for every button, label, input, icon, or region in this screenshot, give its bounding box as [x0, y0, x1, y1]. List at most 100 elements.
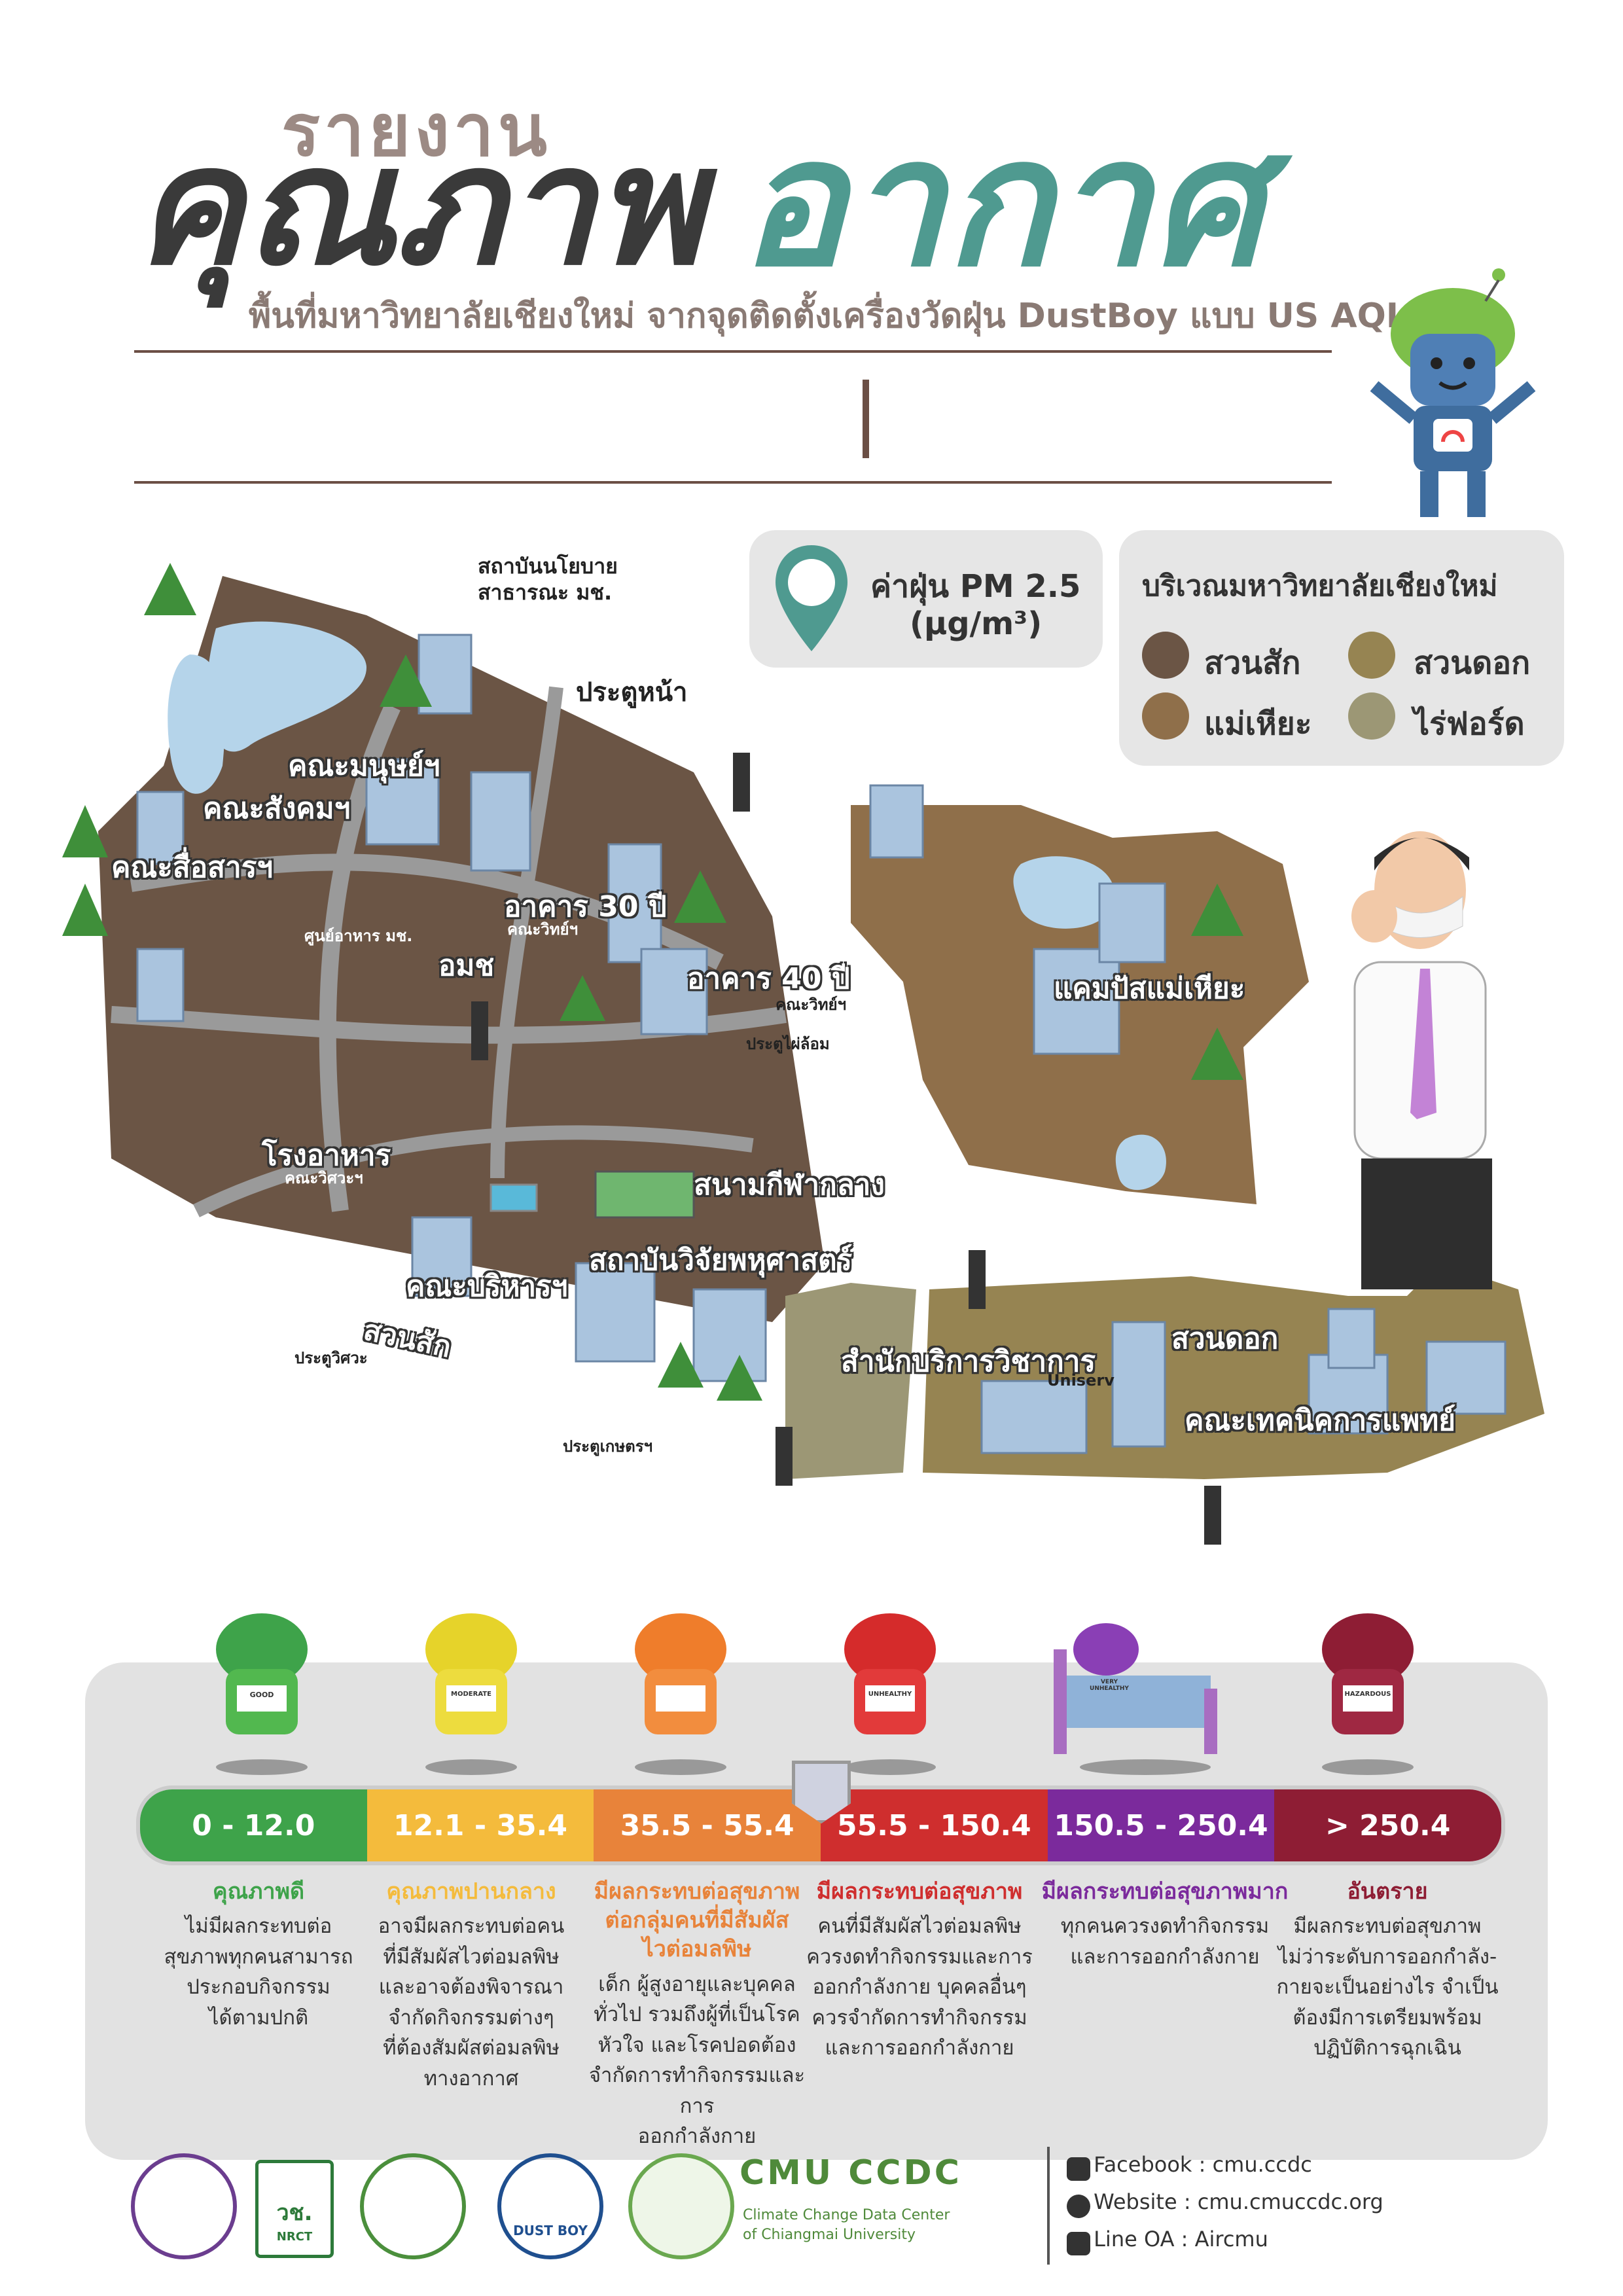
- globe-icon: [1067, 2194, 1090, 2218]
- label-humanities: คณะมนุษย์ฯ: [288, 749, 440, 783]
- dustboy-mascot: [1370, 268, 1536, 517]
- website-link[interactable]: Website : cmu.cmuccdc.org: [1067, 2189, 1383, 2218]
- aqi-category-good: คุณภาพดี ไม่มีผลกระทบต่อ สุขภาพทุกคนสามา…: [147, 1877, 370, 2033]
- aqi-category-very-unhealthy: มีผลกระทบต่อสุขภาพมาก ทุกคนควรงดทำกิจกรร…: [1041, 1877, 1289, 1972]
- ccdc-subtitle-2: of Chiangmai University: [743, 2227, 916, 2243]
- mascot-very-unhealthy: [1054, 1623, 1217, 1775]
- label-policy-institute: สถาบันนโยบาย: [478, 554, 618, 579]
- legend-swatch-suan-dok: [1348, 632, 1395, 679]
- label-front-gate: ประตูหน้า: [576, 677, 688, 708]
- faculty-logo: [360, 2153, 466, 2259]
- aqi-category-sensitive: มีผลกระทบต่อสุขภาพ ต่อกลุ่มคนที่มีสัมผัส…: [576, 1877, 818, 2152]
- page-subtitle: พื้นที่มหาวิทยาลัยเชียงใหม่ จากจุดติดตั้…: [249, 296, 1399, 336]
- line-icon: [1067, 2231, 1090, 2255]
- aqi-category-title: อันตราย: [1347, 1878, 1428, 1905]
- dustboy-logo-text: DUST BOY: [513, 2223, 588, 2238]
- label-gate-engineering: ประตูวิศวะ: [294, 1349, 368, 1367]
- ccdc-subtitle-1: Climate Change Data Center: [743, 2207, 950, 2223]
- aqi-category-title: มีผลกระทบต่อสุขภาพมาก: [1041, 1878, 1289, 1905]
- aqi-category-title: มีผลกระทบต่อสุขภาพ ต่อกลุ่มคนที่มีสัมผัส…: [594, 1878, 800, 1963]
- badge-good: GOOD: [249, 1691, 274, 1699]
- label-bldg-40: อาคาร 40 ปี: [687, 962, 850, 996]
- facebook-link[interactable]: Facebook : cmu.ccdc: [1067, 2152, 1312, 2181]
- label-gate-agriculture: ประตูเกษตรฯ: [563, 1437, 653, 1456]
- label-canteen: โรงอาหาร: [262, 1139, 391, 1172]
- label-uniserv-sub: Uniserv: [1047, 1371, 1115, 1390]
- ccdc-tree-logo: [628, 2153, 734, 2259]
- aqi-range-very-unhealthy: 150.5 - 250.4: [1047, 1789, 1275, 1861]
- aqi-category-desc: มีผลกระทบต่อสุขภาพ ไม่ว่าระดับการออกกำลั…: [1276, 1914, 1499, 2060]
- aqi-category-desc: เด็ก ผู้สูงอายุและบุคคล ทั่วไป รวมถึงผู้…: [588, 1972, 806, 2149]
- nrct-logo-text: วช.: [276, 2200, 313, 2226]
- aqi-category-desc: อาจมีผลกระทบต่อคน ที่มีสัมผัสไวต่อมลพิษ …: [378, 1914, 565, 2090]
- aqi-category-moderate: คุณภาพปานกลาง อาจมีผลกระทบต่อคน ที่มีสัม…: [360, 1877, 582, 2094]
- page-title: คุณภาพ: [134, 111, 704, 301]
- ccdc-name: CMU CCDC: [740, 2153, 962, 2193]
- area-legend-box: [1119, 530, 1564, 766]
- label-omch: อมช: [438, 949, 495, 982]
- aqi-category-desc: ทุกคนควรงดทำกิจกรรม และการออกกำลังกาย: [1060, 1914, 1270, 1969]
- mascot-moderate: [425, 1613, 517, 1775]
- nrct-logo: วช. NRCT: [255, 2160, 334, 2258]
- legend-label-suan-sak: สวนสัก: [1204, 645, 1301, 681]
- legend-swatch-mae-hia: [1142, 692, 1189, 740]
- aqi-range-good: 0 - 12.0: [140, 1789, 367, 1861]
- badge-moderate: MODERATE: [451, 1691, 491, 1698]
- aqi-category-desc: ไม่มีผลกระทบต่อ สุขภาพทุกคนสามารถ ประกอบ…: [164, 1914, 353, 2030]
- mascot-hazardous: [1322, 1613, 1414, 1775]
- label-policy-institute-2: สาธารณะ มช.: [478, 580, 613, 605]
- legend-swatch-suan-sak: [1142, 632, 1189, 679]
- pre-title: รายงาน: [281, 88, 551, 172]
- label-social-sciences: คณะสังคมฯ: [203, 792, 351, 825]
- man-with-mask-illustration: [1351, 831, 1492, 1289]
- website-text: Website : cmu.cmuccdc.org: [1094, 2189, 1383, 2214]
- aqi-scale-panel: [85, 1662, 1548, 2160]
- dustboy-logo: DUST BOY: [497, 2153, 603, 2259]
- legend-label-rai-ford: ไร่ฟอร์ด: [1414, 706, 1525, 742]
- aqi-range-sensitive: 35.5 - 55.4: [594, 1789, 821, 1861]
- label-uniserv: สำนักบริการวิชาการ: [841, 1345, 1096, 1378]
- aqi-category-hazardous: อันตราย มีผลกระทบต่อสุขภาพ ไม่ว่าระดับกา…: [1263, 1877, 1512, 2064]
- legend-label-mae-hia: แม่เหียะ: [1204, 706, 1312, 742]
- rai-ford-area: [785, 1283, 916, 1479]
- divider-top: [134, 350, 1332, 353]
- label-canteen-sub: คณะวิศวะฯ: [285, 1169, 363, 1187]
- badge-very-unhealthy: VERY UNHEALTHY: [1090, 1679, 1129, 1692]
- page-title-accent: อากาศ: [740, 99, 1264, 306]
- pm-legend-unit: (µg/m³): [910, 605, 1043, 642]
- label-bldg-30: อาคาร 30 ปี: [504, 890, 667, 924]
- badge-hazardous: HAZARDOUS: [1344, 1691, 1391, 1698]
- aqi-mascots: [216, 1613, 1414, 1775]
- aqi-range-hazardous: > 250.4: [1274, 1789, 1501, 1861]
- badge-unhealthy: UNHEALTHY: [868, 1691, 912, 1698]
- mascot-good: [216, 1613, 308, 1775]
- facebook-text: Facebook : cmu.ccdc: [1094, 2152, 1312, 2177]
- label-mass-comm: คณะสื่อสารฯ: [111, 851, 274, 884]
- aqi-category-title: คุณภาพปานกลาง: [386, 1878, 556, 1905]
- legend-swatch-rai-ford: [1348, 692, 1395, 740]
- map-pin-icon: [776, 545, 847, 651]
- legend-label-suan-dok: สวนดอก: [1414, 645, 1531, 681]
- line-text: Line OA : Aircmu: [1094, 2227, 1268, 2251]
- label-bldg-30-sub: คณะวิทย์ฯ: [507, 920, 579, 939]
- mascot-sensitive: [635, 1613, 726, 1775]
- mascot-unhealthy: [844, 1613, 936, 1775]
- facebook-icon: [1067, 2157, 1090, 2181]
- aqi-range-unhealthy: 55.5 - 150.4: [821, 1789, 1048, 1861]
- aqi-category-desc: คนที่มีสัมผัสไวต่อมลพิษ ควรงดทำกิจกรรมแล…: [806, 1914, 1033, 2060]
- label-gate-flame: ประตูไผ่ล้อม: [746, 1035, 830, 1053]
- label-bldg-40-sub: คณะวิทย์ฯ: [776, 996, 847, 1014]
- aqi-category-title: มีผลกระทบต่อสุขภาพ: [816, 1878, 1023, 1905]
- label-business: คณะบริหารฯ: [406, 1270, 568, 1303]
- label-multidisciplinary: สถาบันวิจัยพหุศาสตร์: [589, 1244, 853, 1277]
- label-food-center: ศูนย์อาหาร มช.: [304, 927, 413, 945]
- nrct-logo-en: NRCT: [276, 2230, 313, 2244]
- line-link[interactable]: Line OA : Aircmu: [1067, 2227, 1268, 2255]
- divider-bottom: [134, 481, 1332, 484]
- pm-legend-title: ค่าฝุ่น PM 2.5: [870, 568, 1081, 605]
- campus-map: [62, 563, 1544, 1545]
- date-separator: [863, 380, 869, 458]
- aqi-range-moderate: 12.1 - 35.4: [366, 1789, 594, 1861]
- label-mae-hia-campus: แคมปัสแม่เหียะ: [1054, 972, 1245, 1005]
- aqi-category-title: คุณภาพดี: [212, 1878, 305, 1905]
